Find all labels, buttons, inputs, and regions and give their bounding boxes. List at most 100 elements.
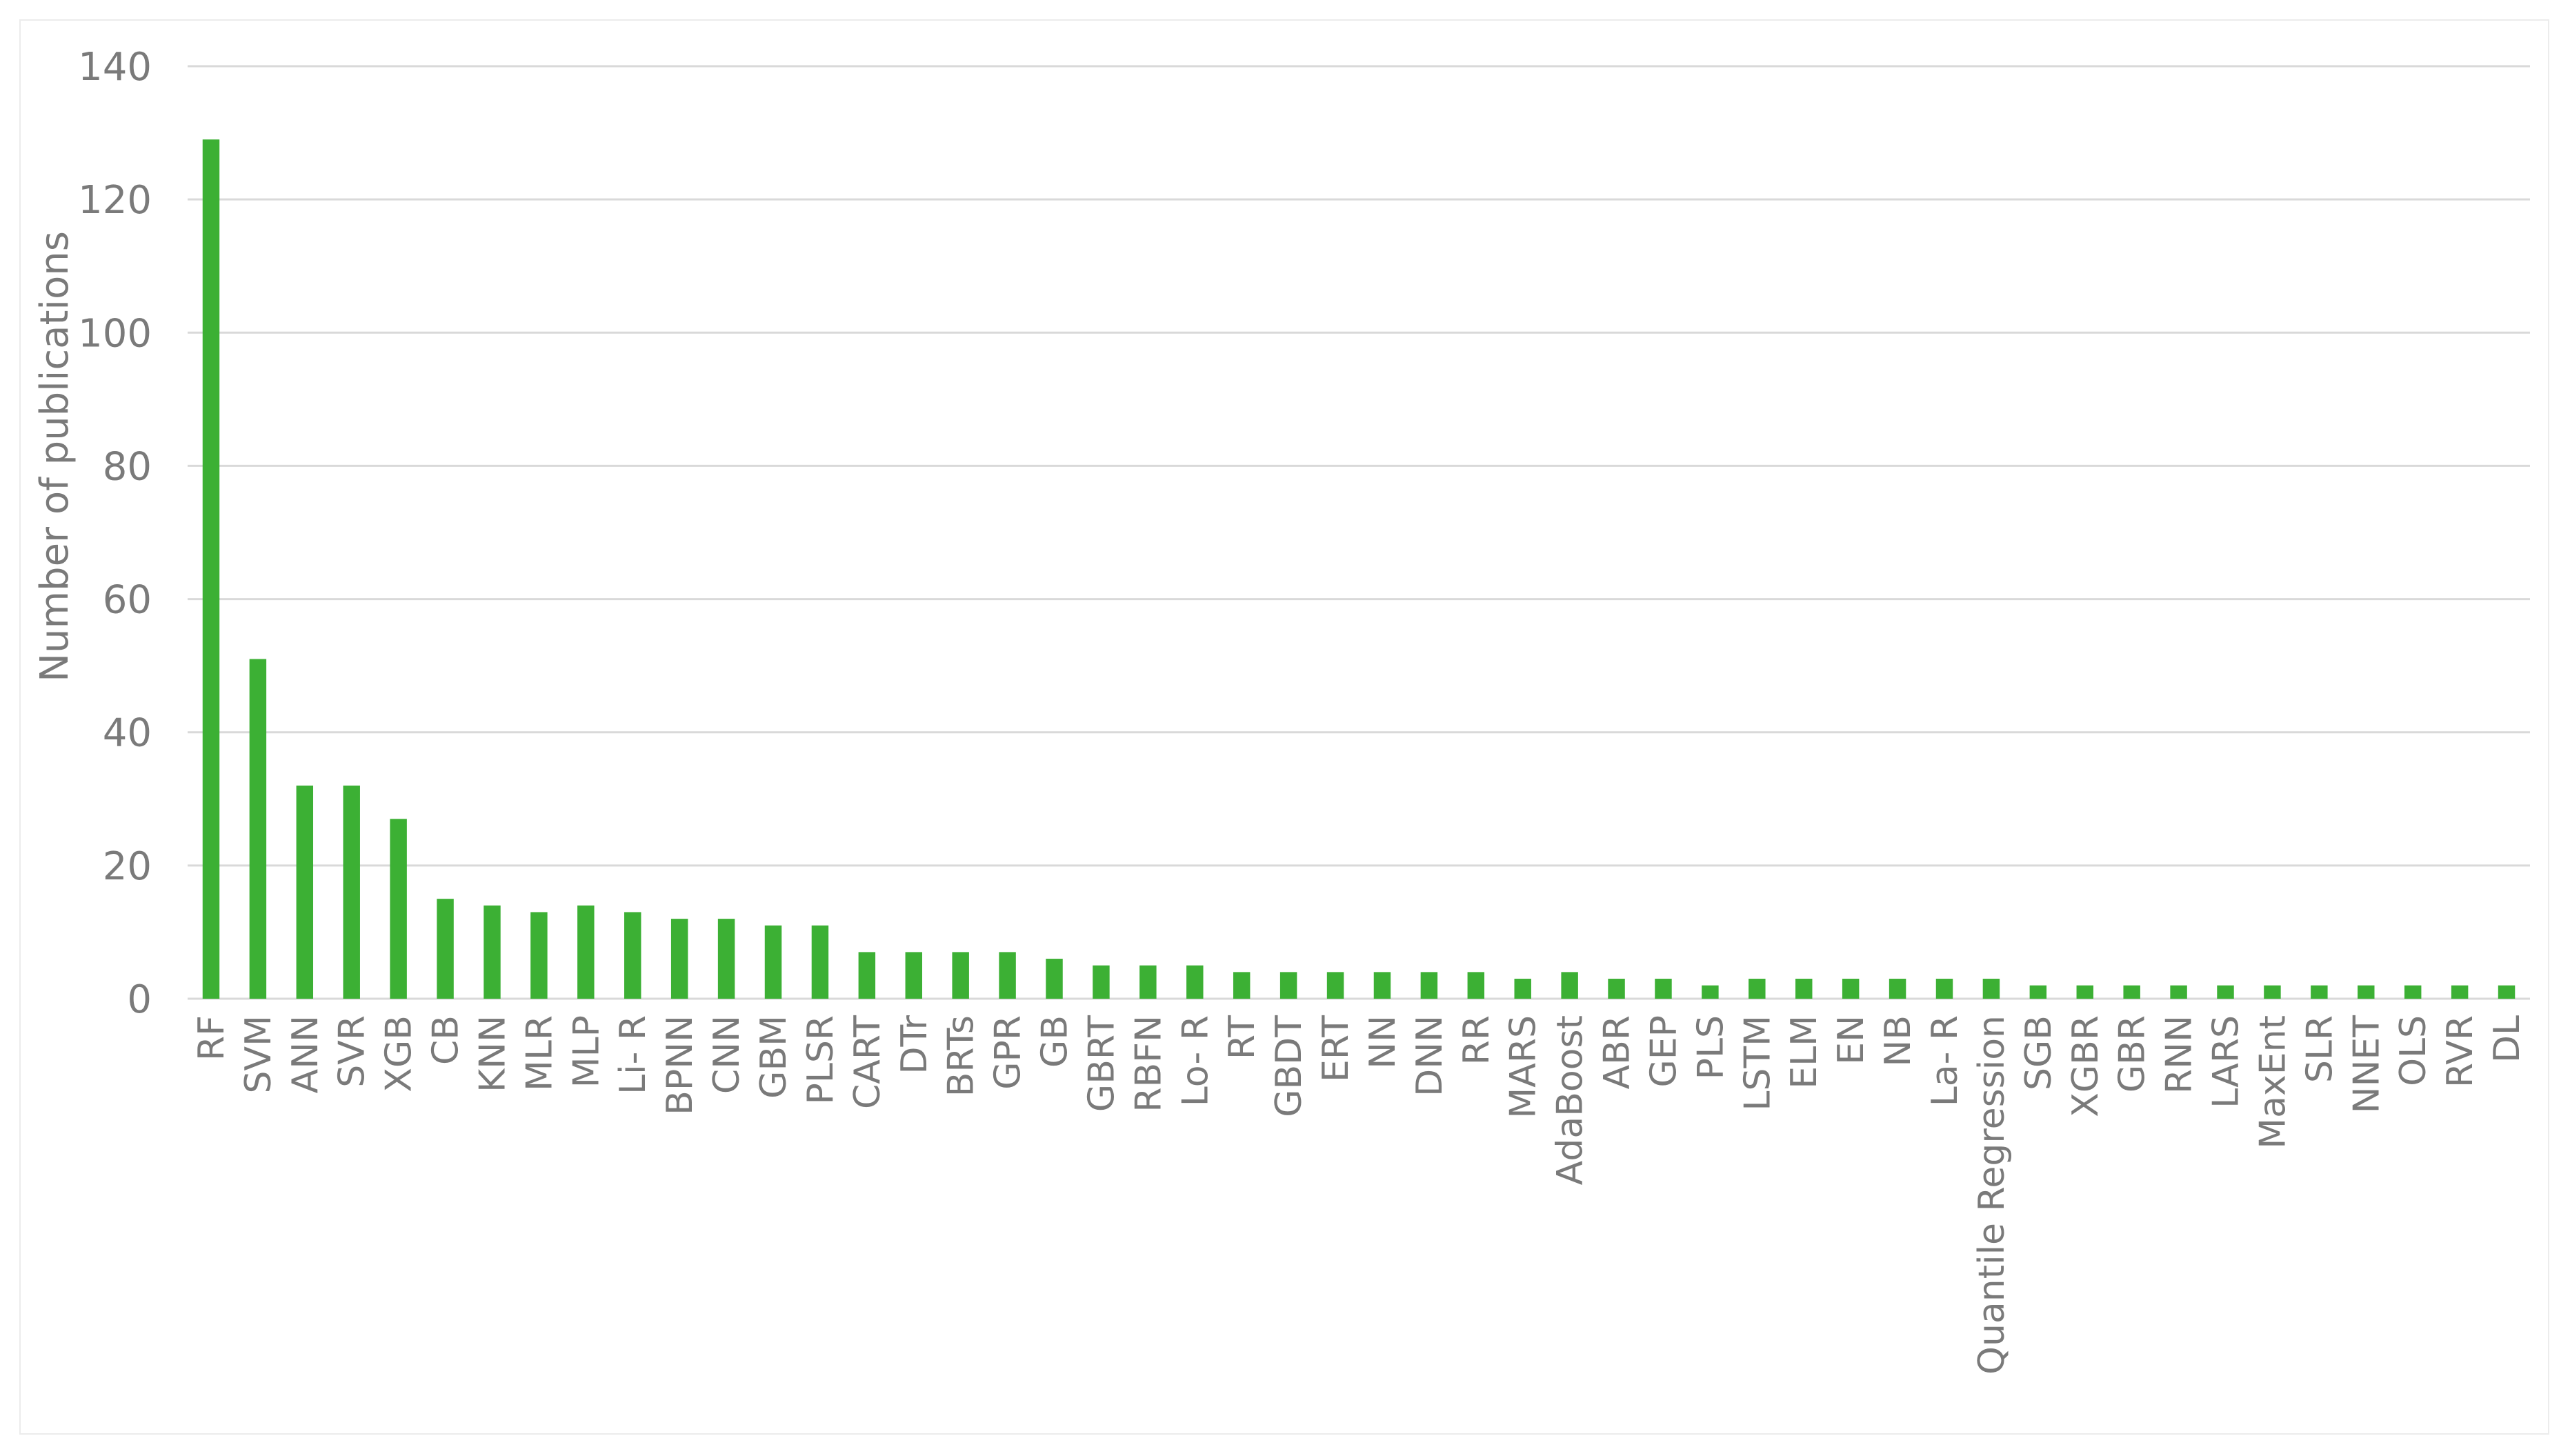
x-axis-category-labels: RF SVM ANN SVR XGB CB KNN MLR MLP Li- R BPNN CNN GBM…	[191, 1015, 2528, 1375]
bar	[202, 139, 220, 999]
bar	[1373, 972, 1391, 999]
x-category-label: SVM	[238, 1015, 279, 1093]
y-tick-label: 60	[103, 578, 152, 623]
x-category-label: ANN	[285, 1015, 326, 1093]
bar	[343, 785, 360, 999]
x-category-label: Li- R	[612, 1015, 654, 1095]
bar	[952, 952, 969, 999]
x-category-label: MARS	[1503, 1015, 1544, 1119]
x-category-label: NNET	[2346, 1015, 2387, 1114]
x-category-label: DNN	[1409, 1015, 1451, 1097]
bar	[1561, 972, 1578, 999]
x-category-label: MaxEnt	[2252, 1015, 2293, 1149]
x-category-label: MLR	[519, 1015, 560, 1091]
bar	[717, 919, 735, 999]
bar	[1046, 959, 1063, 999]
x-category-label: DL	[2487, 1015, 2528, 1063]
bar	[2029, 985, 2047, 999]
bar	[2451, 985, 2469, 999]
bar	[2498, 985, 2516, 999]
bar	[1233, 972, 1251, 999]
bar	[1467, 972, 1485, 999]
x-category-label: ABR	[1597, 1015, 1638, 1089]
x-category-label: RR	[1456, 1015, 1497, 1065]
bar	[437, 899, 454, 999]
y-tick-label: 40	[103, 711, 152, 756]
y-tick-label: 0	[127, 977, 152, 1022]
x-category-label: CB	[426, 1015, 467, 1065]
bar	[905, 952, 922, 999]
x-category-label: CART	[847, 1015, 888, 1109]
bar	[1842, 979, 1860, 999]
x-category-label: LARS	[2206, 1015, 2247, 1108]
x-category-label: GB	[1035, 1015, 1076, 1068]
bar	[1655, 979, 1672, 999]
y-tick-label: 20	[103, 844, 152, 889]
bar	[249, 659, 267, 999]
x-category-label: PLS	[1690, 1015, 1731, 1079]
y-tick-label: 100	[78, 311, 152, 356]
bar	[2404, 985, 2422, 999]
x-category-label: GBR	[2112, 1015, 2153, 1093]
bar	[2123, 985, 2140, 999]
bar	[2358, 985, 2375, 999]
bar	[484, 905, 501, 999]
bar	[2311, 985, 2328, 999]
bar	[1702, 985, 1719, 999]
x-category-label: NB	[1877, 1015, 1919, 1067]
bar	[1795, 979, 1813, 999]
y-tick-label: 140	[78, 45, 152, 90]
bar	[1935, 979, 1953, 999]
x-category-label: XGBR	[2065, 1015, 2106, 1117]
x-category-label: DTr	[894, 1015, 935, 1074]
bar	[296, 785, 314, 999]
x-category-label: SVR	[332, 1015, 373, 1088]
bar	[1279, 972, 1297, 999]
x-category-label: CNN	[706, 1015, 748, 1094]
x-category-label: RBFN	[1128, 1015, 1169, 1113]
x-category-label: GEP	[1643, 1015, 1684, 1088]
bar	[1093, 965, 1110, 999]
x-category-label: GPR	[988, 1015, 1029, 1090]
bar	[1514, 979, 1531, 999]
x-category-label: BRTs	[941, 1015, 982, 1097]
x-category-label: KNN	[472, 1015, 513, 1093]
x-category-label: RF	[191, 1015, 232, 1061]
bar	[858, 952, 876, 999]
bar	[2170, 985, 2187, 999]
bar	[2264, 985, 2281, 999]
bar	[1982, 979, 2000, 999]
y-axis-ticks: 0 20 40 60 80 100 120 140	[78, 45, 152, 1022]
y-axis-title: Number of publications	[32, 231, 77, 682]
bar	[624, 912, 641, 999]
x-category-label: Quantile Regression	[1971, 1015, 2013, 1375]
bar	[1749, 979, 1766, 999]
bar	[764, 925, 782, 999]
x-category-label: MLP	[566, 1015, 607, 1088]
x-category-label: BPNN	[659, 1015, 701, 1115]
x-category-label: RVR	[2440, 1015, 2481, 1088]
x-category-label: RNN	[2159, 1015, 2200, 1094]
bar	[577, 905, 595, 999]
bar	[1608, 979, 1625, 999]
bar	[2076, 985, 2093, 999]
x-category-label: NN	[1362, 1015, 1404, 1069]
x-category-label: La- R	[1924, 1015, 1966, 1106]
x-category-label: RT	[1222, 1015, 1263, 1059]
x-category-label: Lo- R	[1175, 1015, 1216, 1106]
bar	[1139, 965, 1157, 999]
bar	[1186, 965, 1204, 999]
x-category-label: ELM	[1784, 1015, 1825, 1089]
bar	[2217, 985, 2234, 999]
bar	[811, 925, 829, 999]
y-tick-label: 80	[103, 444, 152, 489]
bar	[390, 819, 407, 999]
x-category-label: EN	[1831, 1015, 1872, 1065]
x-category-label: GBDT	[1268, 1015, 1310, 1117]
x-category-label: SLR	[2299, 1015, 2340, 1083]
bars	[202, 139, 2516, 999]
chart-frame	[19, 19, 2549, 1435]
y-tick-label: 120	[78, 178, 152, 223]
bar	[1889, 979, 1906, 999]
